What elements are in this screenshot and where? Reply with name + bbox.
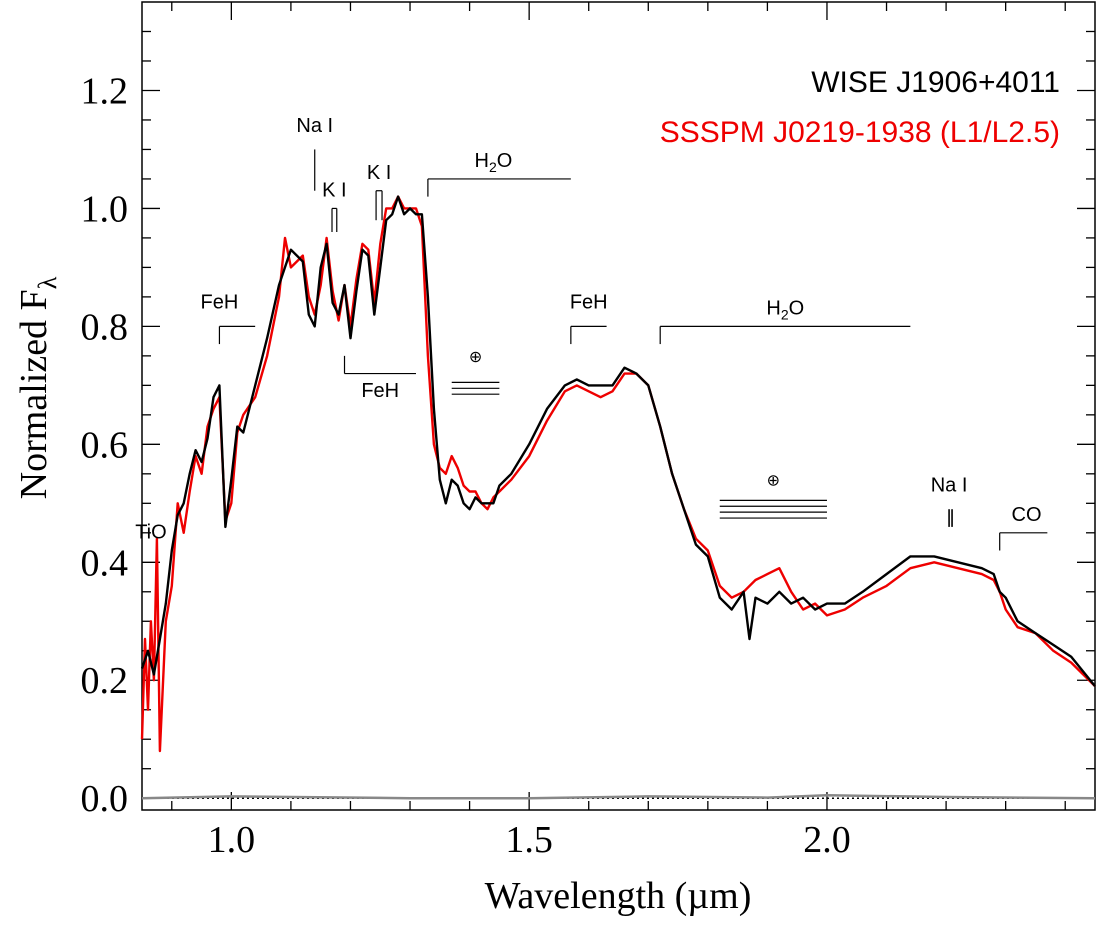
x-tick-label: 1.0: [208, 819, 256, 861]
x-axis-label: Wavelength (µm): [485, 875, 752, 917]
na-i-2-label: Na I: [931, 475, 968, 497]
annotation-layer: FeH Na I K I K I H2O FeH ⊕ FeH H2O ⊕ Na I CO TiO: [135, 115, 1048, 551]
earth-1-symbol: ⊕: [469, 349, 482, 366]
series-layer: [140, 195, 1096, 800]
earth-2-symbol: ⊕: [767, 473, 780, 490]
x-axis-ticks: 1.0 1.5 2.0: [171, 2, 1066, 861]
y-tick-label: 0.6: [81, 424, 129, 466]
h2o-2-label: H2O: [766, 298, 804, 323]
y-tick-label: 0.4: [81, 542, 129, 584]
plot-border: [141, 1, 1096, 811]
plot-frame: [141, 1, 1096, 811]
k-i-1-label: K I: [322, 180, 346, 202]
y-tick-label: 0.2: [81, 660, 129, 702]
legend-entry-1: WISE J1906+4011: [811, 66, 1060, 99]
y-axis-label-sub: λ: [33, 276, 62, 289]
y-tick-label: 1.0: [81, 188, 129, 230]
y-tick-label: 0.8: [81, 306, 129, 348]
feh-1-label: FeH: [201, 292, 239, 314]
k-i-2-label: K I: [367, 162, 391, 184]
series-line-3: [141, 794, 1096, 800]
series-line-1: [140, 195, 1096, 687]
y-tick-label: 1.2: [81, 70, 129, 112]
y-axis-label-main: Normalized F: [13, 289, 55, 499]
co-label: CO: [1012, 504, 1042, 526]
x-tick-label: 2.0: [803, 819, 851, 861]
na-i-1-label: Na I: [296, 115, 333, 137]
y-axis-label: Normalized Fλ: [13, 276, 62, 499]
y-tick-label: 0.0: [81, 778, 129, 820]
x-tick-label: 1.5: [505, 819, 553, 861]
feh-2-label: FeH: [361, 380, 399, 402]
y-axis-ticks: 0.0 0.2 0.4 0.6 0.8 1.0 1.2: [81, 30, 1095, 820]
legend-entry-2: SSSPM J0219-1938 (L1/L2.5): [660, 116, 1060, 149]
h2o-1-label: H2O: [475, 150, 513, 175]
feh-3-label: FeH: [570, 292, 608, 314]
tio-label: TiO: [135, 522, 166, 544]
